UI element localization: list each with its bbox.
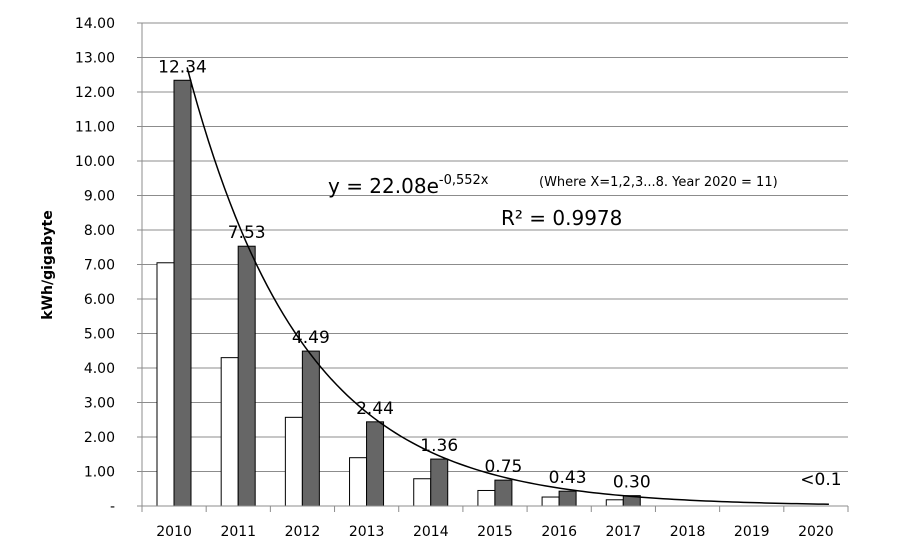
x-tick-label: 2011 [220, 524, 256, 540]
bar-grey-2014 [430, 458, 449, 507]
y-tick-label: - [110, 499, 115, 515]
y-tick-label: 2.00 [84, 430, 115, 446]
bar-white-2015 [477, 489, 496, 507]
bar-grey-2015 [494, 479, 513, 507]
y-tick-label: 8.00 [84, 223, 115, 239]
bar-grey-2010 [173, 79, 192, 507]
y-axis-label: kWh/gigabyte [40, 210, 56, 319]
y-tick-label: 11.00 [75, 120, 115, 136]
trendline-group [186, 67, 829, 505]
bar-white-2010 [156, 262, 175, 507]
x-tick-label: 2018 [670, 524, 706, 540]
x-tick-label: 2015 [477, 524, 513, 540]
y-tick-label: 12.00 [75, 85, 115, 101]
data-label-2014: 1.36 [420, 436, 458, 456]
gridlines [142, 22, 848, 472]
bar-white-2011 [220, 357, 239, 507]
x-tick-label: 2010 [156, 524, 192, 540]
y-tick-label: 3.00 [84, 396, 115, 412]
bars [156, 79, 641, 507]
x-tick-label: 2013 [349, 524, 385, 540]
x-tick-label: 2017 [606, 524, 642, 540]
equation-note: (Where X=1,2,3...8. Year 2020 = 11) [539, 175, 778, 190]
trendline [186, 67, 829, 505]
x-tick-label: 2020 [798, 524, 834, 540]
y-tick-label: 9.00 [84, 189, 115, 205]
bar-grey-2012 [301, 350, 320, 507]
data-label-2010: 12.34 [158, 57, 207, 77]
bar-white-2017 [605, 499, 624, 507]
y-tick-label: 13.00 [75, 51, 115, 67]
data-label-2012: 4.49 [292, 328, 330, 348]
data-label-2015: 0.75 [484, 457, 522, 477]
y-tick-label: 10.00 [75, 154, 115, 170]
equation-label: y = 22.08e-0,552x [328, 173, 489, 198]
data-label-2020: <0.1 [800, 470, 841, 490]
bar-grey-2011 [237, 245, 256, 507]
bar-grey-2013 [366, 421, 385, 507]
equation-prefix: y = 22.08e [328, 174, 439, 198]
x-tick-label: 2016 [541, 524, 577, 540]
x-tick-label: 2014 [413, 524, 449, 540]
bar-white-2014 [413, 478, 432, 507]
x-axis-ticks: 2010 2011 2012 2013 2014 2015 2016 2017 2018 2019… [141, 506, 849, 540]
y-axis-ticks: - 1.00 2.00 3.00 4.00 5.00 6.00 7.00 8.00 9.00 10.… [75, 16, 142, 515]
data-label-2016: 0.43 [549, 468, 587, 488]
data-label-2013: 2.44 [356, 399, 394, 419]
y-tick-label: 6.00 [84, 292, 115, 308]
data-labels: 12.34 7.53 4.49 2.44 1.36 0.75 0.43 0.30 <0.1 [158, 57, 841, 492]
y-tick-label: 4.00 [84, 361, 115, 377]
bar-white-2012 [284, 416, 303, 507]
r-squared-label: R² = 0.9978 [501, 206, 622, 230]
bar-white-2016 [541, 496, 560, 507]
y-tick-label: 14.00 [75, 16, 115, 32]
y-tick-label: 5.00 [84, 327, 115, 343]
x-tick-label: 2019 [734, 524, 770, 540]
bar-grey-2016 [558, 490, 577, 507]
axes [141, 23, 848, 507]
x-tick-label: 2012 [285, 524, 321, 540]
equation-exponent: -0,552x [439, 173, 489, 188]
y-tick-label: 1.00 [84, 465, 115, 481]
data-label-2017: 0.30 [613, 473, 651, 493]
data-label-2011: 7.53 [228, 223, 266, 243]
y-tick-label: 7.00 [84, 258, 115, 274]
bar-white-2013 [349, 457, 368, 507]
